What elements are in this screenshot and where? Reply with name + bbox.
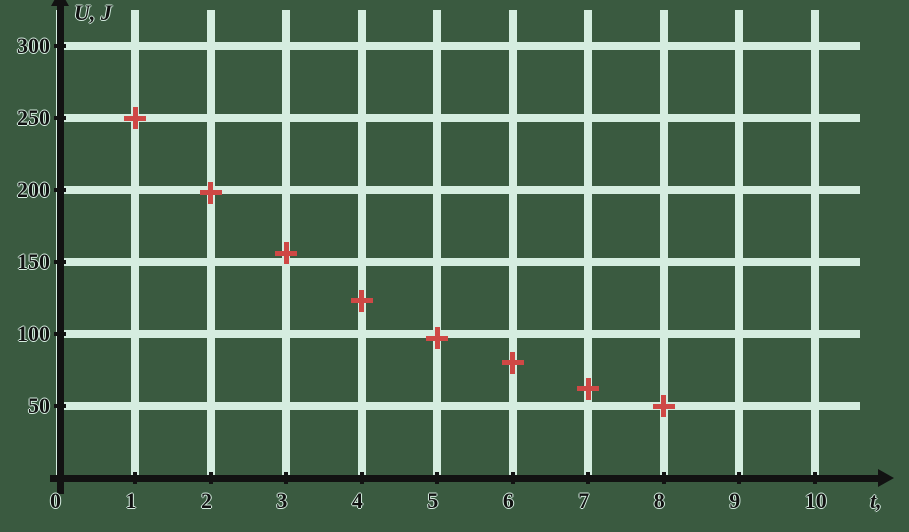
y-tick-label: 250 — [17, 105, 50, 131]
x-tick-label: 6 — [503, 488, 514, 514]
x-tick — [586, 472, 590, 484]
x-tick-label: 1 — [125, 488, 136, 514]
x-tick-label: 9 — [729, 488, 740, 514]
x-tick — [435, 472, 439, 484]
y-tick-label: 50 — [28, 393, 50, 419]
x-tick — [133, 472, 137, 484]
x-tick — [284, 472, 288, 484]
x-tick-label: 0 — [50, 488, 61, 514]
x-tick-label: 8 — [654, 488, 665, 514]
y-tick-label: 200 — [17, 177, 50, 203]
y-tick — [54, 188, 66, 192]
gridline-horizontal — [60, 186, 860, 194]
y-tick — [54, 116, 66, 120]
x-tick-label: 3 — [276, 488, 287, 514]
x-tick — [511, 472, 515, 484]
gridline-horizontal — [60, 330, 860, 338]
gridline-horizontal — [60, 402, 860, 410]
x-tick-label: 4 — [352, 488, 363, 514]
y-tick — [54, 44, 66, 48]
y-tick-label: 100 — [17, 321, 50, 347]
x-tick-label: 7 — [578, 488, 589, 514]
gridline-horizontal — [60, 258, 860, 266]
x-axis-label: t, — [870, 488, 882, 514]
y-axis-arrow-icon — [51, 0, 69, 6]
gridline-horizontal — [60, 42, 860, 50]
y-tick — [54, 332, 66, 336]
x-tick — [662, 472, 666, 484]
scatter-chart: 0 1 2 3 4 5 6 7 8 9 10 t, 50 100 150 200 250 300 U, J — [0, 0, 909, 532]
x-tick-label: 10 — [805, 488, 827, 514]
x-tick — [813, 472, 817, 484]
x-tick — [209, 472, 213, 484]
gridline-horizontal — [60, 114, 860, 122]
y-axis-label: U, J — [74, 0, 112, 26]
x-axis-arrow-icon — [878, 469, 894, 487]
x-axis — [50, 475, 880, 482]
x-tick-label: 5 — [427, 488, 438, 514]
x-tick-label: 2 — [201, 488, 212, 514]
x-tick — [737, 472, 741, 484]
y-tick-label: 300 — [17, 33, 50, 59]
x-tick — [360, 472, 364, 484]
y-tick-label: 150 — [17, 249, 50, 275]
y-axis — [57, 2, 64, 494]
y-tick — [54, 404, 66, 408]
y-tick — [54, 260, 66, 264]
